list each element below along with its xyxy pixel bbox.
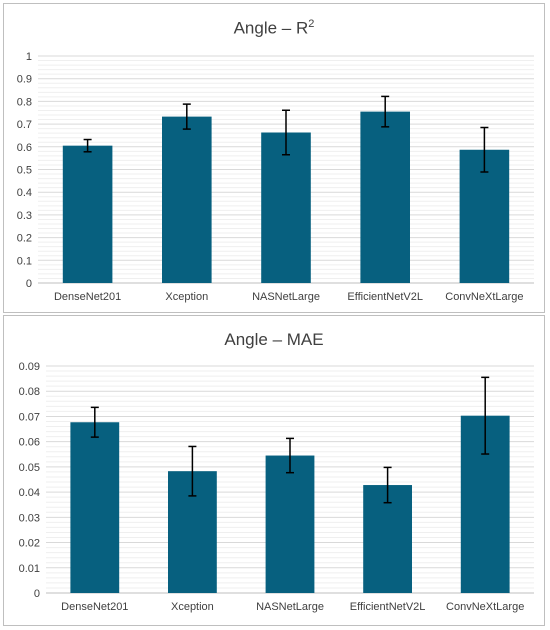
y-tick-label: 0 [34, 588, 40, 600]
x-tick-label: NASNetLarge [252, 291, 320, 303]
chart-plot-area: 0 0.1 0.2 0.3 0.4 0.5 0.6 0.7 0.8 0.9 1 DenseNet201… [17, 51, 534, 303]
x-tick-label: Xception [165, 291, 208, 303]
y-tick-label: 0.7 [17, 119, 32, 131]
x-tick-label: EfficientNetV2L [350, 601, 426, 613]
y-tick-label: 0 [26, 278, 32, 290]
y-tick-label: 0.8 [17, 96, 32, 108]
bar [70, 422, 120, 593]
bar [265, 455, 315, 593]
x-tick-label: EfficientNetV2L [347, 291, 423, 303]
y-tick-label: 0.04 [19, 487, 40, 499]
x-tick-label: ConvNeXtLarge [445, 291, 523, 303]
y-tick-label: 0.08 [19, 386, 40, 398]
chart-title: Angle – R2 [233, 18, 315, 38]
bar [162, 116, 212, 283]
chart-panel-r2: Angle – R2 0 0.1 0.2 0.3 0.4 0.5 0.6 0.7 0.8 0.9 1… [3, 3, 545, 313]
y-tick-label: 0.02 [19, 538, 40, 550]
y-tick-label: 0.03 [19, 512, 40, 524]
x-tick-label: DenseNet201 [61, 601, 128, 613]
chart-title: Angle – MAE [224, 330, 324, 349]
y-tick-label: 0.01 [19, 563, 40, 575]
y-tick-label: 0.07 [19, 411, 40, 423]
y-tick-label: 0.9 [17, 74, 32, 86]
y-tick-label: 0.5 [17, 165, 32, 177]
y-tick-label: 1 [26, 51, 32, 63]
y-tick-label: 0.2 [17, 233, 32, 245]
bar [261, 132, 311, 283]
y-tick-label: 0.09 [19, 361, 40, 373]
y-tick-label: 0.4 [17, 187, 32, 199]
x-tick-label: DenseNet201 [54, 291, 121, 303]
bar [62, 145, 113, 283]
x-tick-label: ConvNeXtLarge [446, 601, 524, 613]
chart-plot-area: 0 0.01 0.02 0.03 0.04 0.05 0.06 0.07 0.08 0.09 Den… [19, 361, 534, 613]
chart-panel-mae: Angle – MAE 0 0.01 0.02 0.03 0.04 0.05 0.06 0.0… [3, 315, 545, 626]
y-tick-label: 0.05 [19, 462, 40, 474]
y-tick-label: 0.6 [17, 142, 32, 154]
y-tick-label: 0.3 [17, 210, 32, 222]
x-tick-label: Xception [171, 601, 214, 613]
x-tick-label: NASNetLarge [256, 601, 324, 613]
bar [360, 111, 410, 284]
y-tick-label: 0.06 [19, 437, 40, 449]
y-tick-label: 0.1 [17, 255, 32, 267]
